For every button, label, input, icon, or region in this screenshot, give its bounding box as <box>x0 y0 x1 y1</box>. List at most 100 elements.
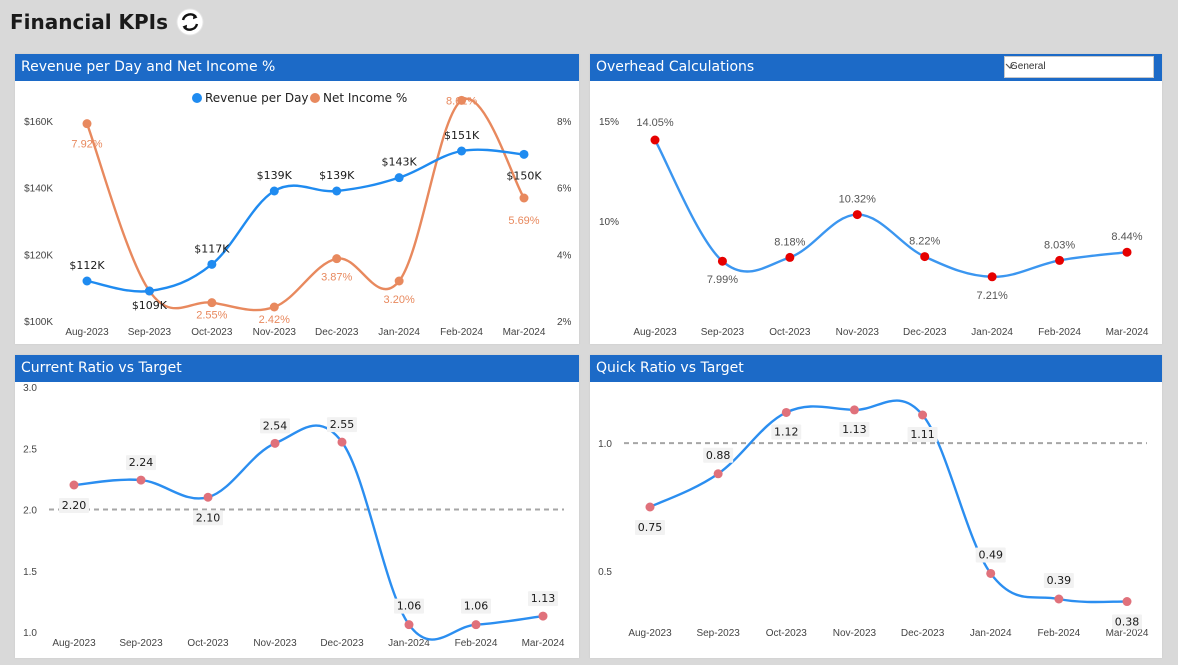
x-tick-label: Oct-2023 <box>769 327 811 338</box>
net-income-point <box>82 119 92 129</box>
revenue-point <box>394 173 404 183</box>
x-tick-label: Feb-2024 <box>440 327 483 338</box>
overhead-data-label: 10.32% <box>839 194 877 206</box>
x-tick-label: Sep-2023 <box>696 628 740 639</box>
x-tick-label: Dec-2023 <box>315 327 359 338</box>
x-tick-label: Nov-2023 <box>253 638 297 649</box>
ratio-point <box>471 620 481 630</box>
revenue-data-label: $139K <box>257 169 293 182</box>
data-label-background <box>907 427 938 442</box>
y-left-tick-label: $160K <box>24 117 53 128</box>
y-tick-label: 2.0 <box>23 506 37 517</box>
y-right-tick-label: 2% <box>557 317 572 328</box>
ratio-point <box>1054 594 1064 604</box>
x-tick-label: Mar-2024 <box>1106 327 1149 338</box>
overhead-line <box>653 139 1128 279</box>
overhead-chart: 10% 15% Aug-2023 Sep-2023 Oct-2023 Nov-2023 De… <box>599 117 1149 338</box>
ratio-data-label: 0.75 <box>638 521 663 534</box>
x-tick-label: Aug-2023 <box>633 327 677 338</box>
current-ratio-panel: Current Ratio vs Target 1.0 1.5 2.0 2.5 3.0 A… <box>15 355 579 658</box>
y-left-tick-label: $120K <box>24 250 53 261</box>
net-income-data-label: 2.42% <box>259 314 290 326</box>
ratio-data-label: 0.88 <box>706 449 731 462</box>
overhead-data-label: 8.03% <box>1044 239 1075 251</box>
ratio-data-label: 1.13 <box>842 423 867 436</box>
y-left-tick-label: $140K <box>24 184 53 195</box>
net-income-data-label: 3.87% <box>321 272 352 284</box>
data-label-background <box>59 498 89 513</box>
overhead-type-dropdown[interactable]: General <box>1004 56 1154 78</box>
x-tick-label: Jan-2024 <box>378 327 420 338</box>
net-income-data-label: 2.55% <box>196 310 227 322</box>
ratio-point <box>203 492 213 502</box>
revenue-point <box>269 186 279 196</box>
net-income-data-label: 7.92% <box>71 139 102 151</box>
ratio-data-label: 1.11 <box>910 428 935 441</box>
legend-marker <box>192 93 202 103</box>
quick-ratio-panel: Quick Ratio vs Target 0.5 1.0 Aug-2023 Sep-… <box>590 355 1162 658</box>
ratio-point <box>849 405 859 415</box>
x-tick-label: Mar-2024 <box>1106 628 1149 639</box>
x-tick-label: Sep-2023 <box>128 327 172 338</box>
data-label-background <box>1112 614 1142 630</box>
refresh-icon[interactable] <box>176 8 204 36</box>
y-right-tick-label: 8% <box>557 117 572 128</box>
ratio-point <box>781 407 791 417</box>
ratio-data-label: 1.06 <box>464 600 489 613</box>
net-income-point <box>457 95 467 105</box>
data-label-background <box>461 598 491 614</box>
x-tick-label: Feb-2024 <box>455 638 498 649</box>
x-tick-label: Nov-2023 <box>836 327 880 338</box>
x-tick-label: Nov-2023 <box>253 327 297 338</box>
x-tick-label: Sep-2023 <box>701 327 745 338</box>
data-label-background <box>528 591 558 607</box>
data-label-background <box>126 455 156 471</box>
x-tick-label: Feb-2024 <box>1038 327 1081 338</box>
x-tick-label: Jan-2024 <box>388 638 430 649</box>
x-tick-label: Oct-2023 <box>766 628 808 639</box>
y-tick-label: 3.0 <box>23 383 37 394</box>
legend-label: Revenue per Day <box>205 91 309 105</box>
ratio-data-label: 1.13 <box>531 592 556 605</box>
x-tick-label: Feb-2024 <box>1037 628 1080 639</box>
overhead-data-label: 8.18% <box>774 236 805 248</box>
y-tick-label: 1.0 <box>23 628 37 639</box>
data-label-background <box>771 424 802 440</box>
data-label-background <box>1043 573 1074 588</box>
x-tick-label: Oct-2023 <box>191 327 233 338</box>
revenue-point <box>144 286 154 296</box>
ratio-point <box>337 437 347 447</box>
y-tick-label: 2.5 <box>23 444 37 455</box>
legend-label: Net Income % <box>323 91 407 105</box>
x-tick-label: Aug-2023 <box>52 638 96 649</box>
revenue-panel-title: Revenue per Day and Net Income % <box>15 54 579 81</box>
data-label-background <box>839 421 870 437</box>
x-tick-label: Mar-2024 <box>503 327 546 338</box>
data-label-background <box>975 547 1006 563</box>
overhead-data-label: 7.99% <box>707 274 738 286</box>
overhead-panel: Overhead Calculations General 10% 15% Aug-… <box>590 54 1162 344</box>
ratio-data-label: 2.24 <box>129 456 154 469</box>
ratio-point <box>713 469 723 479</box>
x-tick-label: Oct-2023 <box>187 638 229 649</box>
revenue-data-label: $139K <box>319 169 355 182</box>
overhead-point <box>785 252 795 262</box>
net-income-point <box>207 298 217 308</box>
net-income-point <box>519 193 529 203</box>
revenue-point <box>82 276 92 286</box>
net-income-point <box>394 276 404 286</box>
quick-ratio-chart: 0.5 1.0 Aug-2023 Sep-2023 Oct-2023 Nov-2023 De… <box>598 399 1149 639</box>
overhead-data-label: 7.21% <box>977 290 1008 302</box>
ratio-data-label: 0.39 <box>1047 574 1072 587</box>
y-left-tick-label: $100K <box>24 317 53 328</box>
revenue-point <box>457 146 467 156</box>
ratio-point <box>270 438 280 448</box>
overhead-point <box>1122 247 1132 257</box>
data-label-background <box>703 447 734 463</box>
ratio-point <box>404 620 414 630</box>
data-label-background <box>327 417 357 433</box>
ratio-data-label: 0.38 <box>1115 616 1140 629</box>
overhead-point <box>717 256 727 266</box>
overhead-data-label: 14.05% <box>636 117 674 129</box>
x-tick-label: Aug-2023 <box>65 327 109 338</box>
